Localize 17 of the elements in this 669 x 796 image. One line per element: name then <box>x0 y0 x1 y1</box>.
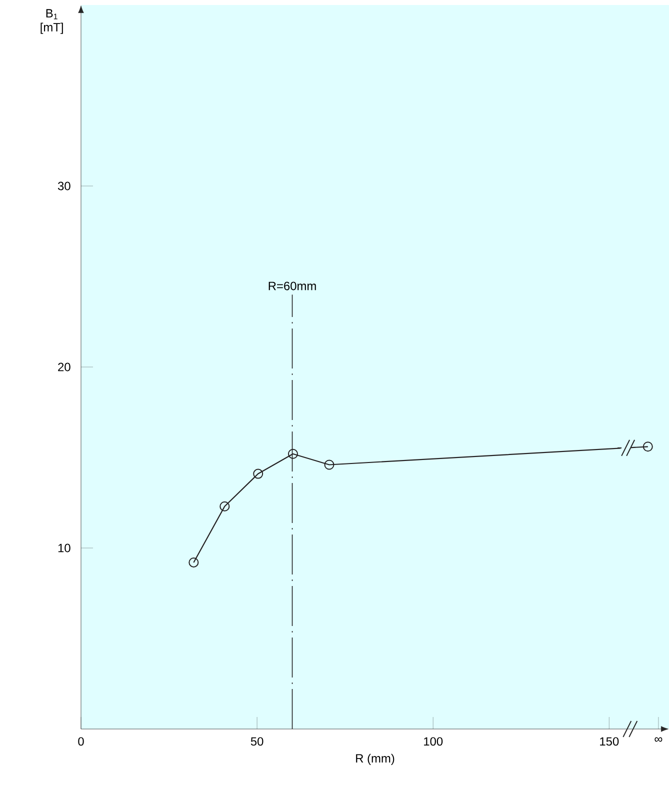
point <box>288 448 298 459</box>
y-axis-title: B$_{1}$ [mT] <box>40 9 63 34</box>
x-tick-label: 150 <box>600 737 619 746</box>
y-tick-label: 30 <box>58 182 70 190</box>
point <box>253 468 264 479</box>
x-tick-label: 100 <box>424 737 443 746</box>
y-tick-label: 20 <box>58 362 70 372</box>
x-tick-label: 0 <box>78 737 84 746</box>
point <box>188 557 199 568</box>
x-axis-title: R (mm) <box>356 754 394 765</box>
point <box>220 501 230 512</box>
point <box>324 460 334 470</box>
x-tick-label: 50 <box>250 737 264 746</box>
y-tick-label: 10 <box>58 544 70 552</box>
point <box>642 442 653 452</box>
x-tick-label: ∞ <box>654 737 662 742</box>
ref-line-label: R=60mm <box>268 282 316 290</box>
